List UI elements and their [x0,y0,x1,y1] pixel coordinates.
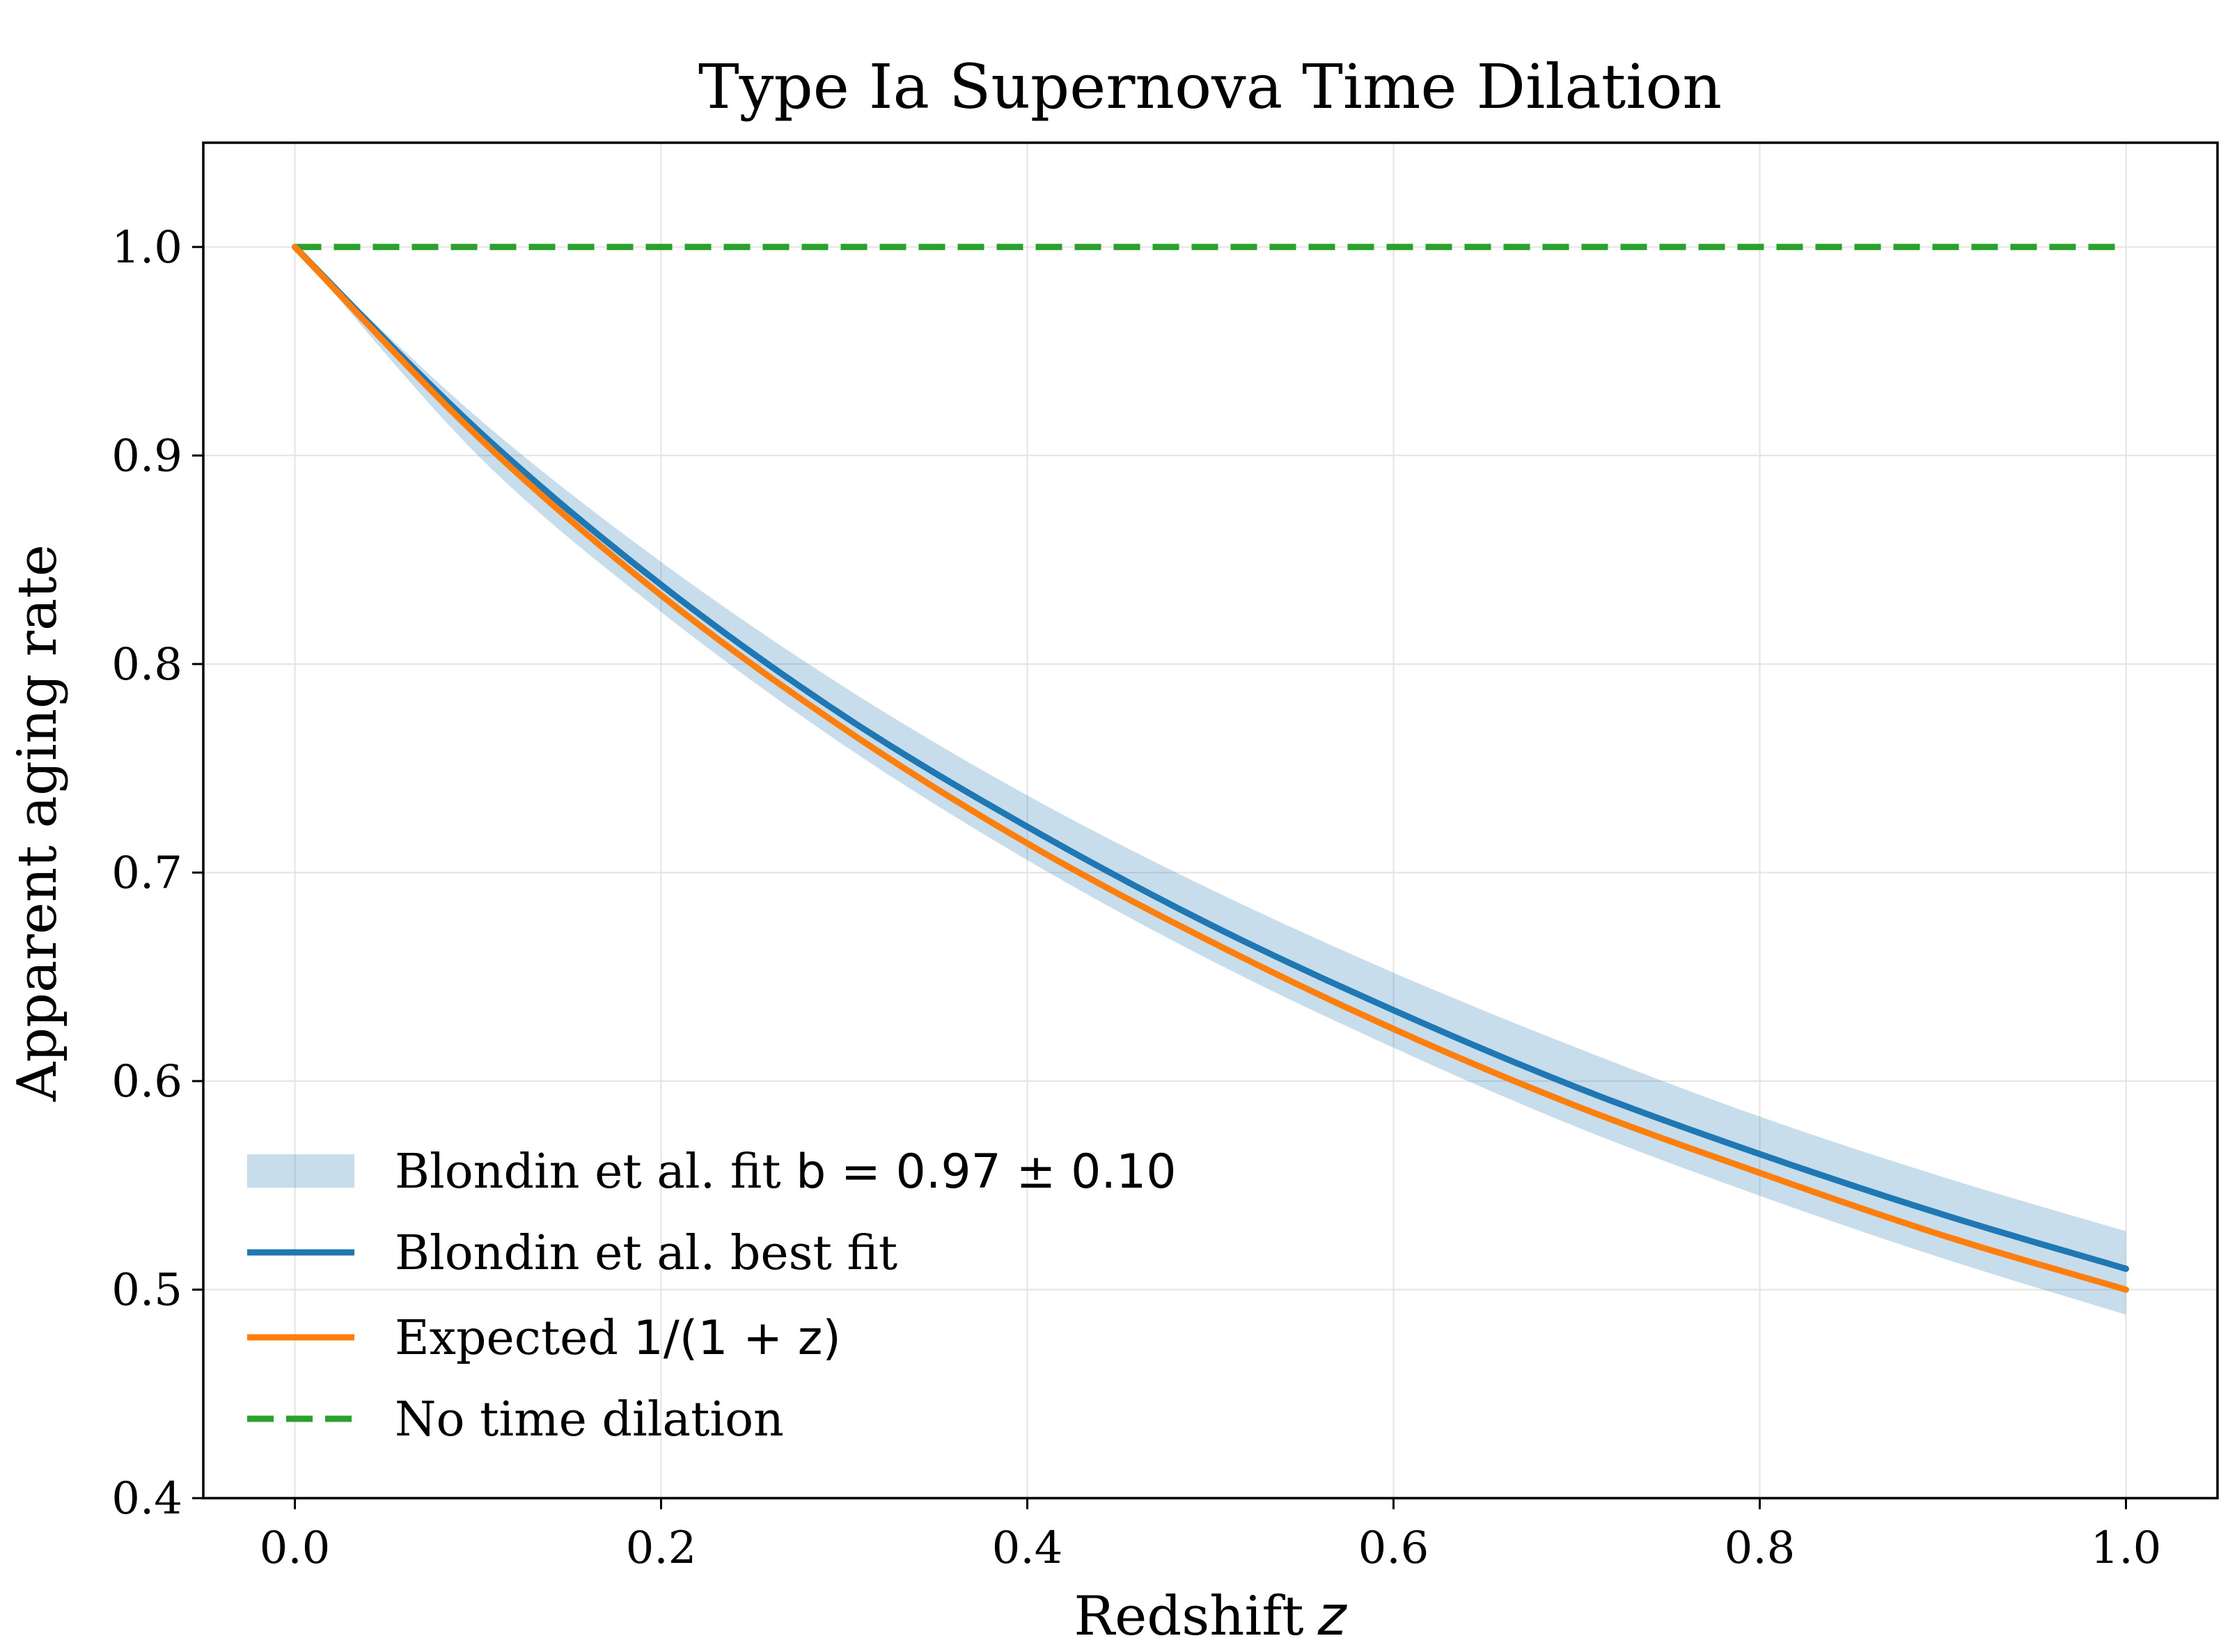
grid [203,143,2218,1499]
legend-item-fit-band: Blondin et al. fit b = 0.97 ± 0.10 [247,1144,1177,1199]
legend-item-best-fit: Blondin et al. best fit [247,1226,897,1281]
x-tick-label: 1.0 [2091,1523,2162,1574]
legend-label-text: No time dilation [395,1392,784,1447]
x-axis-label: Redshift z [1074,1585,1347,1648]
legend: Blondin et al. fit b = 0.97 ± 0.10Blondi… [247,1144,1177,1447]
legend-label-text: Blondin et al. best fit [395,1226,897,1281]
legend-label: Blondin et al. fit b = 0.97 ± 0.10 [395,1144,1177,1199]
y-tick-label: 0.9 [111,430,182,482]
y-axis-label: Apparent aging rate [6,544,69,1102]
legend-item-expected: Expected 1/(1 + z) [247,1311,841,1366]
legend-label-math: 1/(1 + z) [634,1311,841,1366]
confidence-band-layer [295,246,2126,1315]
legend-label: Expected 1/(1 + z) [395,1311,841,1366]
y-tick-label: 0.4 [111,1473,182,1525]
blondin-fit-band [295,246,2126,1315]
y-tick-label: 0.7 [111,847,182,899]
x-tick-label: 0.2 [626,1523,697,1574]
axes-frame [202,141,2219,1500]
x-tick-label: 0.4 [992,1523,1063,1574]
ticks: 0.0 0.2 0.4 0.6 0.8 1.0 0.4 0.5 0.6 0.7 0.8 0.9 1.0 [111,222,2161,1574]
legend-label-math: b = 0.97 ± 0.10 [796,1144,1176,1199]
x-tick-label: 0.8 [1725,1523,1796,1574]
chart-title: Type Ia Supernova Time Dilation [698,51,1722,123]
x-tick-label: 0.6 [1358,1523,1429,1574]
blondin-best-fit-line [292,244,2129,1272]
x-axis-label-text: Redshift [1074,1585,1303,1648]
legend-label-text: Blondin et al. fit [395,1144,796,1199]
y-tick-label: 0.6 [111,1056,182,1108]
legend-item-no-dilation: No time dilation [247,1392,784,1447]
y-tick-label: 0.8 [111,639,182,691]
legend-label-text: Expected [395,1311,634,1366]
x-axis-label-symbol: z [1317,1585,1348,1648]
legend-label: No time dilation [395,1392,784,1447]
x-tick-label: 0.0 [260,1523,331,1574]
expected-curve-line [292,244,2129,1293]
series-layer [292,244,2129,1293]
legend-swatch-band [247,1154,354,1188]
y-tick-label: 0.5 [111,1264,182,1316]
legend-label: Blondin et al. best fit [395,1226,897,1281]
y-tick-label: 1.0 [111,222,182,274]
